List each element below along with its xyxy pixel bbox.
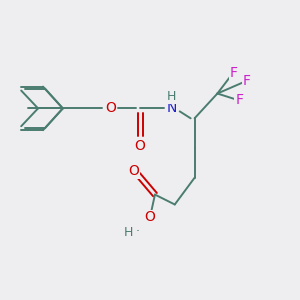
Text: O: O	[145, 210, 155, 224]
Text: H: H	[124, 226, 133, 239]
Text: ·: ·	[135, 225, 139, 238]
Text: F: F	[229, 66, 237, 80]
Text: O: O	[129, 164, 140, 178]
Text: H: H	[167, 90, 176, 103]
Text: F: F	[235, 94, 243, 107]
Text: O: O	[105, 101, 116, 116]
Text: F: F	[243, 74, 251, 88]
Text: O: O	[135, 139, 146, 153]
Text: N: N	[167, 101, 177, 116]
